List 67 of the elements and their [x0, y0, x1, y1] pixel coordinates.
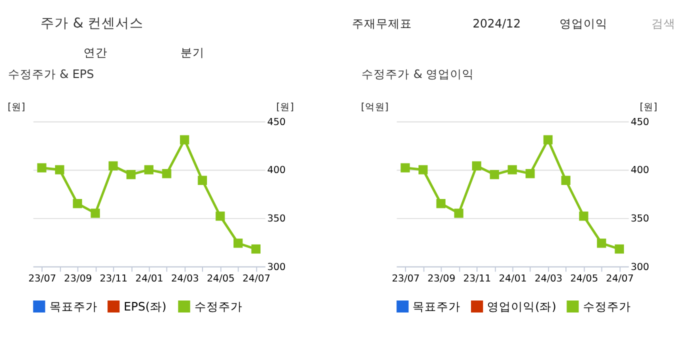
y2-tick-label: 350	[630, 213, 650, 224]
point	[198, 176, 207, 185]
point	[418, 165, 428, 174]
point	[561, 176, 570, 185]
legend-label: 수정주가	[194, 299, 242, 314]
point	[108, 161, 118, 170]
point	[400, 163, 410, 172]
point	[234, 238, 243, 248]
text: 주가 & 컨센서스	[40, 16, 144, 32]
y-axis-title: [억원]	[361, 102, 389, 113]
y2-tick-label: 300	[630, 262, 650, 273]
x-tick-label: 24/05	[206, 273, 235, 284]
point	[436, 198, 446, 208]
text: 주재무제표	[352, 16, 412, 31]
point	[490, 170, 500, 180]
y2-tick-label: 450	[630, 116, 650, 128]
point	[37, 163, 46, 172]
point	[162, 169, 172, 178]
y-axis-title: [원]	[8, 102, 26, 113]
x-tick-label: 24/07	[242, 273, 270, 284]
point	[472, 161, 482, 170]
point	[508, 165, 517, 174]
text: 영업이익	[560, 16, 608, 31]
legend-label: 목표주가	[412, 299, 461, 314]
x-tick-label: 24/03	[171, 273, 199, 284]
y2-tick-label: 350	[267, 213, 286, 224]
point	[55, 165, 64, 174]
point	[72, 198, 82, 208]
text: 분기	[180, 46, 204, 60]
point	[126, 170, 136, 180]
point	[251, 244, 261, 254]
point	[526, 169, 535, 178]
x-tick-label: 23/07	[392, 273, 420, 284]
x-tick-label: 23/09	[64, 273, 92, 284]
point	[454, 208, 464, 218]
x-tick-label: 24/05	[570, 273, 598, 284]
text: 연간	[84, 46, 108, 60]
x-tick-label: 24/07	[606, 273, 634, 284]
y2-tick-label: 450	[267, 116, 286, 128]
point	[180, 135, 190, 144]
y2-axis-title: [원]	[276, 102, 294, 113]
chart-title: 수정주가 & 영업이익	[362, 66, 474, 81]
chart-title: 수정주가 & EPS	[8, 66, 94, 81]
point	[90, 208, 100, 218]
text: 검색	[652, 16, 676, 31]
point	[543, 135, 553, 144]
y2-tick-label: 300	[267, 262, 286, 273]
legend-label: 수정주가	[582, 299, 631, 314]
point	[144, 165, 154, 174]
x-tick-label: 23/07	[28, 273, 56, 284]
point	[596, 238, 606, 248]
legend-label: 영업이익(좌)	[487, 299, 556, 314]
y2-tick-label: 400	[267, 165, 286, 176]
x-tick-label: 23/09	[427, 273, 456, 284]
legend-label: EPS(좌)	[124, 299, 166, 314]
x-tick-label: 23/11	[463, 273, 492, 284]
text: 2024/12	[472, 16, 521, 31]
point	[579, 212, 588, 221]
y2-axis-title: [원]	[640, 102, 658, 113]
x-tick-label: 24/03	[534, 273, 562, 284]
x-tick-label: 24/01	[498, 273, 527, 284]
x-tick-label: 24/01	[135, 273, 164, 284]
point	[614, 244, 624, 254]
point	[216, 212, 225, 221]
y2-tick-label: 400	[630, 165, 650, 176]
legend-label: 목표주가	[49, 299, 98, 314]
x-tick-label: 23/11	[100, 273, 128, 284]
